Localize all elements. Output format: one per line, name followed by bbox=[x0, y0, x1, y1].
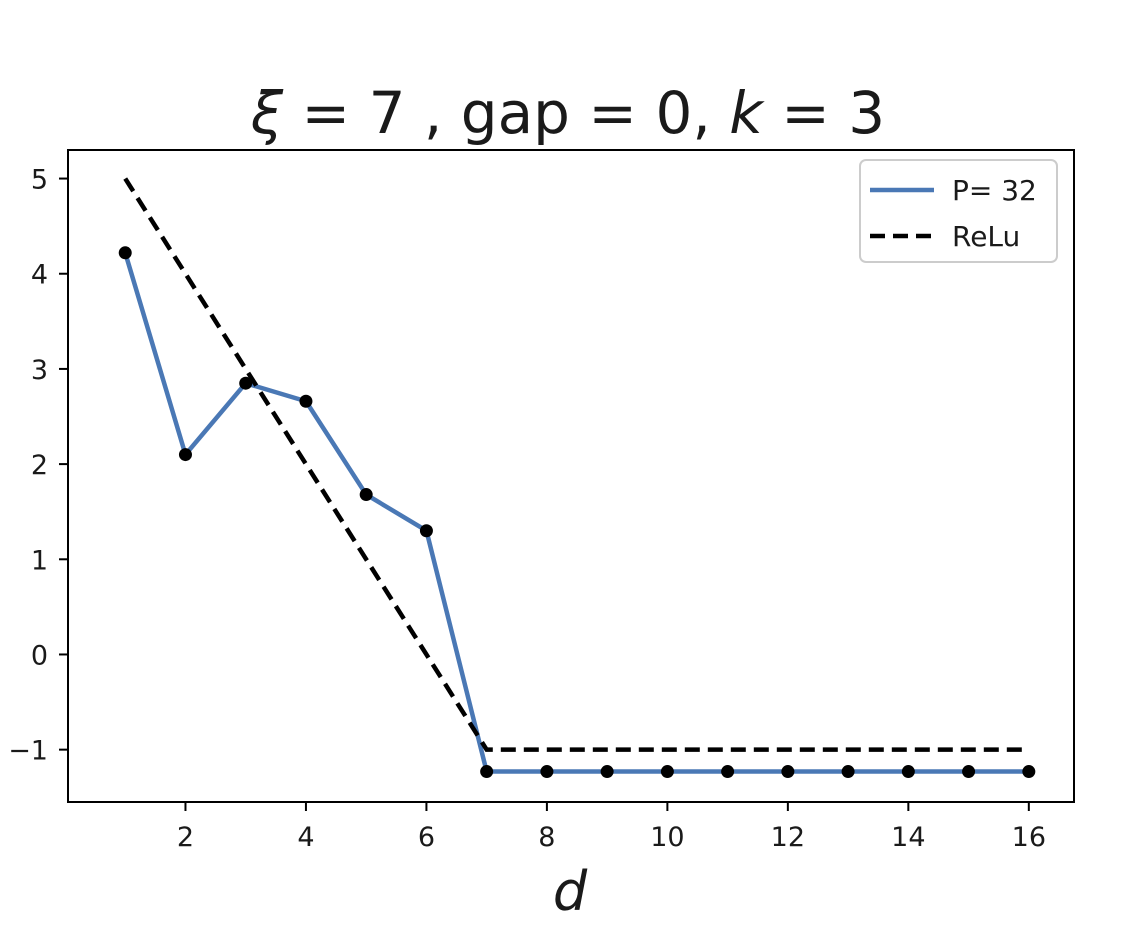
frame-layer bbox=[67, 149, 1075, 803]
x-tick-label: 14 bbox=[891, 822, 925, 853]
data-point-p32 bbox=[359, 488, 373, 502]
y-tick-label: 0 bbox=[31, 640, 48, 671]
series-line-relu bbox=[123, 177, 1029, 752]
data-point-p32 bbox=[299, 394, 313, 408]
y-tick-label: −1 bbox=[8, 736, 48, 767]
x-tick-label: 10 bbox=[650, 822, 684, 853]
data-point-p32 bbox=[118, 246, 132, 260]
legend: P= 32 ReLu bbox=[859, 159, 1058, 263]
series-layer bbox=[118, 177, 1036, 779]
legend-box bbox=[859, 159, 1058, 263]
data-point-p32 bbox=[600, 765, 614, 779]
data-point-p32 bbox=[841, 765, 855, 779]
title-xi-value: = 7 , gap = 0, bbox=[283, 79, 729, 147]
legend-label-p32: P= 32 bbox=[952, 174, 1037, 207]
chart-title: ξ = 7 , gap = 0, k = 3 bbox=[250, 79, 885, 147]
y-tick-label: 5 bbox=[31, 165, 48, 196]
y-tick-label: 4 bbox=[31, 260, 48, 291]
x-tick-label: 6 bbox=[418, 822, 435, 853]
data-point-p32 bbox=[178, 448, 192, 462]
legend-label-relu: ReLu bbox=[952, 220, 1020, 253]
data-point-p32 bbox=[660, 765, 674, 779]
title-k-value: = 3 bbox=[763, 79, 885, 147]
title-k-symbol: k bbox=[729, 79, 765, 147]
x-tick-label: 8 bbox=[538, 822, 555, 853]
data-point-p32 bbox=[1022, 765, 1036, 779]
x-tick-label: 12 bbox=[771, 822, 805, 853]
y-tick-label: 3 bbox=[31, 355, 48, 386]
data-point-p32 bbox=[901, 765, 915, 779]
x-axis-label: d bbox=[553, 860, 588, 923]
data-point-p32 bbox=[781, 765, 795, 779]
data-point-p32 bbox=[480, 765, 494, 779]
y-tick-label: 2 bbox=[31, 450, 48, 481]
x-tick-label: 2 bbox=[177, 822, 194, 853]
series-line-p32 bbox=[122, 250, 1032, 774]
title-xi-symbol: ξ bbox=[250, 79, 284, 147]
data-point-p32 bbox=[419, 524, 433, 538]
data-point-p32 bbox=[540, 765, 554, 779]
x-tick-label: 4 bbox=[297, 822, 314, 853]
plot-frame bbox=[67, 149, 1075, 803]
data-point-p32 bbox=[239, 376, 253, 390]
y-tick-label: 1 bbox=[31, 545, 48, 576]
data-point-p32 bbox=[962, 765, 976, 779]
x-tick-label: 16 bbox=[1012, 822, 1046, 853]
data-point-p32 bbox=[721, 765, 735, 779]
